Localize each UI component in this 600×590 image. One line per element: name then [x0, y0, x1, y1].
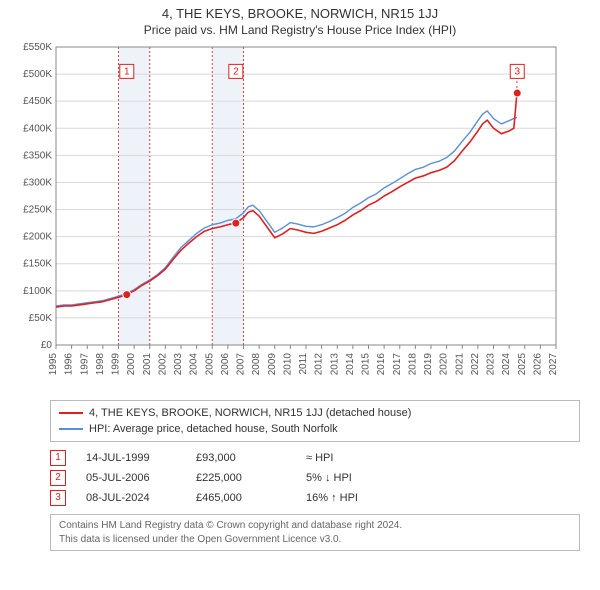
- svg-text:£450K: £450K: [23, 96, 52, 107]
- sale-badge: 1: [50, 450, 66, 466]
- svg-text:2: 2: [233, 66, 239, 77]
- price-chart: £0 £50K £100K £150K £200K £250K £300K £350K £400…: [10, 41, 570, 391]
- svg-text:1999: 1999: [111, 353, 122, 376]
- sale-price: £93,000: [196, 452, 286, 464]
- svg-text:2025: 2025: [517, 353, 528, 376]
- sale-price: £225,000: [196, 472, 286, 484]
- legend: 4, THE KEYS, BROOKE, NORWICH, NR15 1JJ (…: [50, 400, 580, 442]
- svg-text:£400K: £400K: [23, 123, 52, 134]
- svg-text:2006: 2006: [220, 353, 231, 376]
- svg-text:2009: 2009: [267, 353, 278, 376]
- svg-text:2024: 2024: [501, 353, 512, 376]
- sale-badge: 2: [50, 470, 66, 486]
- page-subtitle: Price paid vs. HM Land Registry's House …: [0, 21, 600, 41]
- sale-date: 14-JUL-1999: [86, 452, 176, 464]
- svg-text:2016: 2016: [376, 353, 387, 376]
- svg-text:2005: 2005: [204, 353, 215, 376]
- legend-swatch: [59, 412, 83, 414]
- svg-text:£50K: £50K: [29, 313, 53, 324]
- svg-text:2000: 2000: [126, 353, 137, 376]
- svg-text:1996: 1996: [64, 353, 75, 376]
- svg-text:3: 3: [514, 66, 520, 77]
- svg-text:2022: 2022: [470, 353, 481, 376]
- svg-text:£300K: £300K: [23, 177, 52, 188]
- legend-swatch: [59, 428, 83, 430]
- sales-table: 1 14-JUL-1999 £93,000 ≈ HPI 2 05-JUL-2006 £225…: [50, 448, 580, 508]
- svg-text:2008: 2008: [251, 353, 262, 376]
- svg-text:2021: 2021: [454, 353, 465, 376]
- svg-text:£150K: £150K: [23, 259, 52, 270]
- svg-text:2017: 2017: [392, 353, 403, 376]
- svg-text:£350K: £350K: [23, 150, 52, 161]
- svg-text:2020: 2020: [439, 353, 450, 376]
- svg-text:£550K: £550K: [23, 42, 52, 53]
- svg-text:2013: 2013: [329, 353, 340, 376]
- svg-text:2011: 2011: [298, 353, 309, 375]
- sale-date: 05-JUL-2006: [86, 472, 176, 484]
- svg-text:2007: 2007: [236, 353, 247, 376]
- sale-row: 2 05-JUL-2006 £225,000 5% ↓ HPI: [50, 468, 580, 488]
- sale-delta: 16% ↑ HPI: [306, 492, 406, 504]
- svg-text:2027: 2027: [548, 353, 559, 376]
- svg-text:1998: 1998: [95, 353, 106, 376]
- svg-text:£500K: £500K: [23, 69, 52, 80]
- sale-delta: 5% ↓ HPI: [306, 472, 406, 484]
- legend-item: HPI: Average price, detached house, Sout…: [59, 421, 571, 437]
- footer-attribution: Contains HM Land Registry data © Crown c…: [50, 514, 580, 551]
- sale-row: 1 14-JUL-1999 £93,000 ≈ HPI: [50, 448, 580, 468]
- svg-text:1995: 1995: [48, 353, 59, 376]
- sale-badge: 3: [50, 490, 66, 506]
- sale-delta: ≈ HPI: [306, 452, 406, 464]
- svg-text:2019: 2019: [423, 353, 434, 376]
- svg-text:£100K: £100K: [23, 286, 52, 297]
- svg-text:1997: 1997: [79, 353, 90, 376]
- legend-item: 4, THE KEYS, BROOKE, NORWICH, NR15 1JJ (…: [59, 405, 571, 421]
- legend-label: 4, THE KEYS, BROOKE, NORWICH, NR15 1JJ (…: [89, 405, 411, 421]
- svg-text:2004: 2004: [189, 353, 200, 376]
- svg-text:2018: 2018: [407, 353, 418, 376]
- svg-text:1: 1: [124, 66, 130, 77]
- svg-text:2026: 2026: [532, 353, 543, 376]
- sale-price: £465,000: [196, 492, 286, 504]
- page: 4, THE KEYS, BROOKE, NORWICH, NR15 1JJ P…: [0, 0, 600, 590]
- page-title: 4, THE KEYS, BROOKE, NORWICH, NR15 1JJ: [0, 0, 600, 21]
- svg-text:£250K: £250K: [23, 205, 52, 216]
- sale-date: 08-JUL-2024: [86, 492, 176, 504]
- legend-label: HPI: Average price, detached house, Sout…: [89, 421, 338, 437]
- sale-row: 3 08-JUL-2024 £465,000 16% ↑ HPI: [50, 488, 580, 508]
- svg-text:2012: 2012: [314, 353, 325, 376]
- footer-line: Contains HM Land Registry data © Crown c…: [59, 519, 571, 533]
- svg-text:£0: £0: [41, 340, 53, 351]
- svg-text:2023: 2023: [486, 353, 497, 376]
- svg-text:£200K: £200K: [23, 232, 52, 243]
- footer-line: This data is licensed under the Open Gov…: [59, 533, 571, 547]
- svg-text:2014: 2014: [345, 353, 356, 376]
- chart-container: £0 £50K £100K £150K £200K £250K £300K £350K £400…: [10, 41, 590, 394]
- svg-text:2015: 2015: [361, 353, 372, 376]
- svg-text:2001: 2001: [142, 353, 153, 376]
- svg-text:2010: 2010: [282, 353, 293, 376]
- svg-text:2003: 2003: [173, 353, 184, 376]
- svg-text:2002: 2002: [157, 353, 168, 376]
